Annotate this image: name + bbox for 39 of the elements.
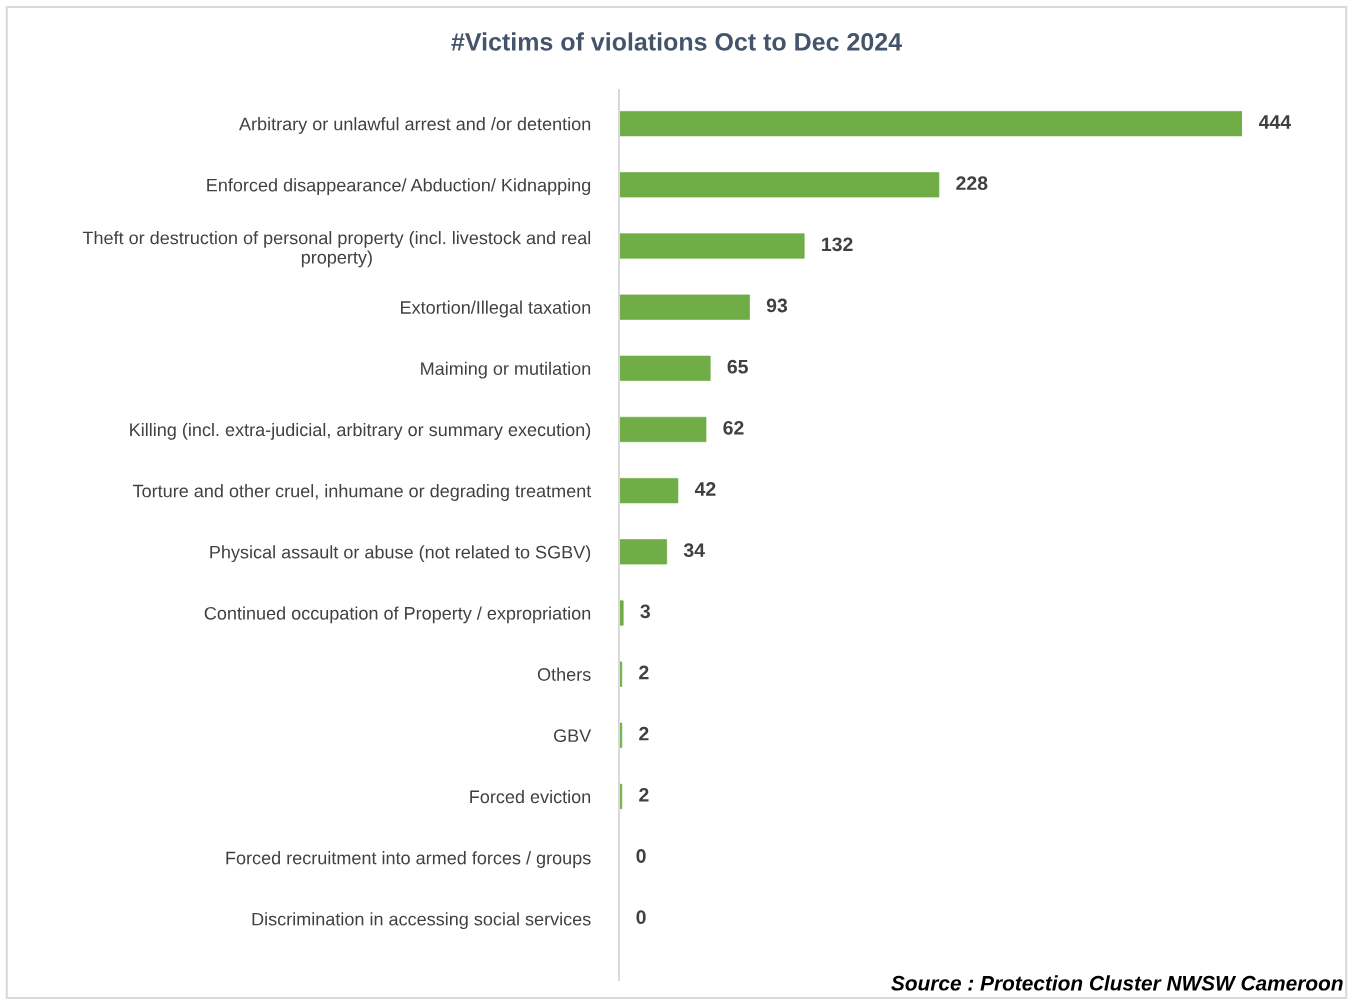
bar <box>619 539 668 565</box>
bar <box>619 478 679 504</box>
bar <box>619 172 940 198</box>
bar <box>619 233 805 259</box>
data-label: 65 <box>727 359 748 374</box>
bar <box>619 294 750 320</box>
data-label: 132 <box>822 237 853 252</box>
y-tick-label: Torture and other cruel, inhumane or degrading treatment <box>133 484 592 501</box>
data-label: 2 <box>639 726 649 741</box>
data-label: 62 <box>723 420 744 435</box>
y-tick-label: Killing (incl. extra-judicial, arbitrary or summary execution) <box>130 422 591 440</box>
data-label: 2 <box>639 787 649 802</box>
y-tick-label: Continued occupation of Property / expropriation <box>204 606 591 624</box>
y-tick-label: GBV <box>554 729 592 743</box>
y-tick-label: Extortion/Illegal taxation <box>401 300 591 318</box>
data-label: 444 <box>1258 115 1291 129</box>
y-tick-label: Enforced disappearance/ Abduction/ Kidnapping <box>207 178 591 196</box>
data-label: 2 <box>639 665 649 680</box>
data-label: 93 <box>766 298 788 313</box>
data-label: 0 <box>636 910 646 925</box>
annotation: Source : Protection Cluster NWSW Cameroon <box>891 975 1343 991</box>
y-tick-label: Others <box>537 667 591 681</box>
y-tick-label: Forced eviction <box>470 789 591 804</box>
bar <box>619 416 707 443</box>
y-tick-label: Theft or destruction of personal property (incl. livestock and real property) <box>82 231 591 268</box>
chart-title: #Victims of violations Oct to Dec 2024 <box>451 32 902 51</box>
y-tick-label: Arbitrary or unlawful arrest and /or detention <box>239 117 591 134</box>
y-tick-label: Forced recruitment into armed forces / groups <box>226 851 591 868</box>
data-label: 34 <box>683 543 705 558</box>
bar <box>619 600 624 626</box>
y-tick-label: Discrimination in accessing social services <box>252 912 591 930</box>
data-label: 42 <box>694 482 716 496</box>
data-label: 0 <box>636 849 646 863</box>
y-tick-label: Maiming or mutilation <box>421 361 591 379</box>
bar <box>619 355 711 381</box>
data-label: 228 <box>956 176 988 191</box>
bar <box>619 111 1242 137</box>
data-label: 3 <box>640 604 650 619</box>
y-tick-label: Physical assault or abuse (not related to SGBV) <box>210 545 591 563</box>
